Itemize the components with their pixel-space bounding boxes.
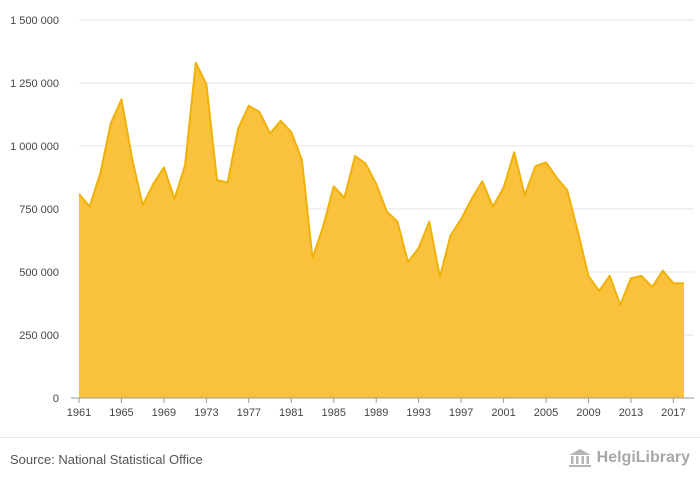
y-axis: 0 250 000 500 000 750 000 1 000 000 1 250 000… (10, 15, 59, 405)
x-tick-label: 1985 (321, 407, 345, 419)
x-tick-label: 1961 (67, 407, 91, 419)
area-chart: 0 250 000 500 000 750 000 1 000 000 1 250 000… (10, 15, 694, 419)
x-tick-label: 1993 (406, 407, 430, 419)
y-tick-label: 500 000 (19, 267, 59, 279)
x-tick-label: 2005 (534, 407, 558, 419)
x-tick-label: 1989 (364, 407, 388, 419)
x-axis: 1961 1965 1969 1973 1977 1981 1985 1989 1993 1997… (67, 398, 686, 419)
x-tick-label: 1969 (152, 407, 176, 419)
series-line (78, 61, 684, 306)
y-tick-label: 750 000 (19, 204, 59, 216)
series-area (79, 62, 684, 399)
y-tick-label: 250 000 (19, 330, 59, 342)
x-tick-label: 1981 (279, 407, 303, 419)
x-tick-label: 1965 (109, 407, 133, 419)
x-tick-label: 2009 (576, 407, 600, 419)
y-tick-label: 1 250 000 (10, 78, 59, 90)
x-tick-label: 2017 (661, 407, 685, 419)
source-text: Source: National Statistical Office (10, 452, 203, 467)
logo-text: HelgiLibrary (596, 449, 690, 466)
x-tick-label: 1997 (449, 407, 473, 419)
y-tick-label: 1 000 000 (10, 141, 59, 153)
library-building-icon (568, 449, 591, 467)
x-tick-label: 2001 (491, 407, 515, 419)
y-tick-label: 0 (53, 393, 59, 405)
x-tick-label: 2013 (619, 407, 643, 419)
helgi-library-logo[interactable]: HelgiLibrary (567, 448, 690, 468)
x-tick-label: 1973 (194, 407, 218, 419)
y-tick-label: 1 500 000 (10, 15, 59, 27)
x-tick-label: 1977 (237, 407, 261, 419)
footer: Source: National Statistical Office Helg… (0, 437, 700, 484)
